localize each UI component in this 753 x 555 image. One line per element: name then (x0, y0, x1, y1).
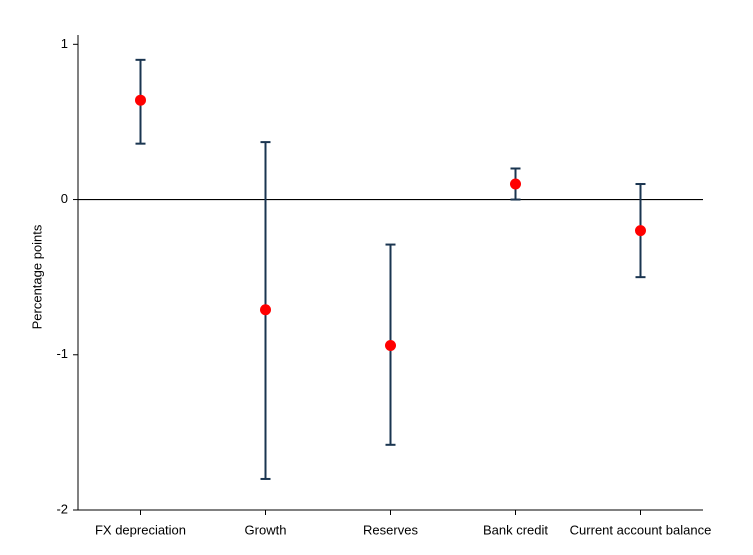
point (635, 225, 646, 237)
y-tick-label: -1 (56, 346, 68, 361)
y-tick-label: 1 (61, 36, 68, 51)
y-tick-label: 0 (61, 191, 68, 206)
y-axis-label: Percentage points (29, 224, 44, 329)
x-tick-label: Growth (245, 522, 287, 537)
point (135, 94, 146, 106)
point (385, 339, 396, 351)
point (260, 304, 271, 316)
x-tick-label: FX depreciation (95, 522, 186, 537)
x-tick-label: Reserves (363, 522, 418, 537)
x-tick-label: Bank credit (483, 522, 548, 537)
point (510, 178, 521, 190)
x-tick-label: Current account balance (570, 522, 712, 537)
y-tick-label: -2 (56, 501, 68, 516)
